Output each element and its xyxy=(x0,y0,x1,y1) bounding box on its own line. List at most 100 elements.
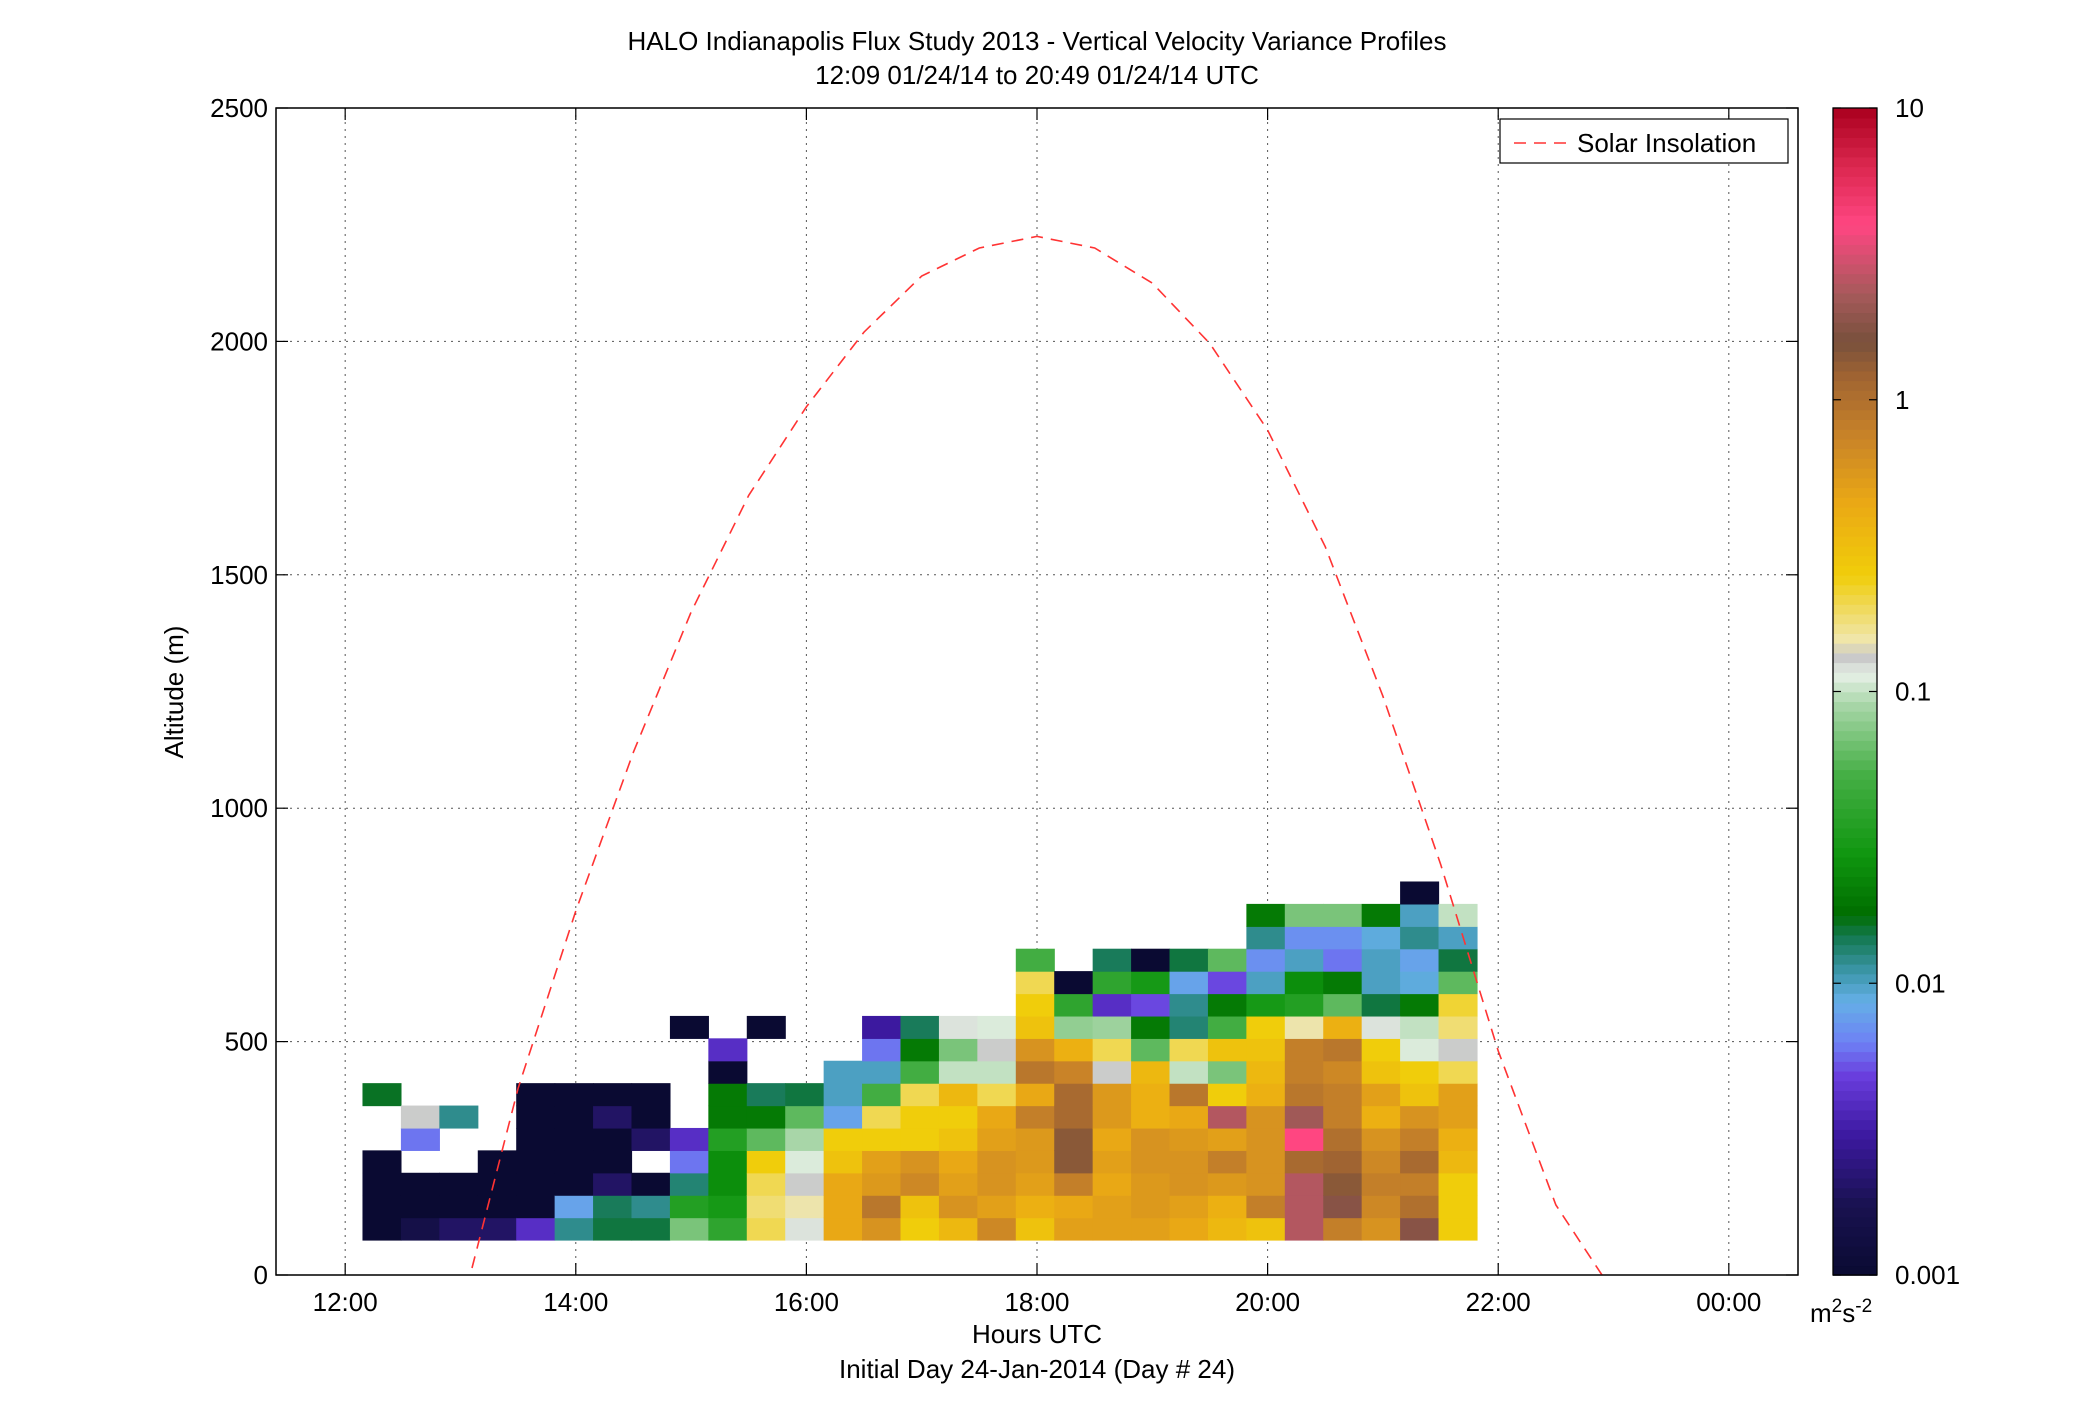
colorbar-segment xyxy=(1833,954,1877,965)
colorbar-segment xyxy=(1833,983,1877,994)
heatmap-cell xyxy=(1054,1195,1094,1219)
heatmap-cell xyxy=(900,1150,940,1174)
heatmap-cell xyxy=(1361,1150,1401,1174)
colorbar-segment xyxy=(1833,331,1877,343)
heatmap-cell xyxy=(785,1172,825,1196)
colorbar-segment xyxy=(1833,710,1877,722)
heatmap-cell xyxy=(1054,993,1094,1017)
heatmap-cell xyxy=(1361,926,1401,950)
heatmap-cell xyxy=(1438,971,1478,995)
heatmap-cell xyxy=(1284,1038,1324,1062)
heatmap-cell xyxy=(1207,1217,1247,1241)
heatmap-cell xyxy=(900,1195,940,1219)
heatmap-cell xyxy=(977,1105,1017,1129)
heatmap-cell xyxy=(938,1060,978,1084)
heatmap-cell xyxy=(1323,1150,1363,1174)
heatmap-cell xyxy=(1131,1195,1171,1219)
colorbar-segment xyxy=(1833,662,1877,673)
heatmap-cell xyxy=(977,1150,1017,1174)
heatmap-cell xyxy=(400,1127,440,1151)
heatmap-cell xyxy=(862,1015,902,1039)
colorbar-segment xyxy=(1833,253,1877,265)
heatmap-cell xyxy=(785,1105,825,1129)
heatmap-cell xyxy=(631,1172,671,1196)
colorbar-segment xyxy=(1833,847,1877,858)
heatmap-cell xyxy=(1015,1172,1055,1196)
colorbar-segment xyxy=(1833,127,1877,138)
heatmap-cell xyxy=(708,1127,748,1151)
heatmap-cell xyxy=(1131,993,1171,1017)
heatmap-cell xyxy=(785,1083,825,1107)
heatmap-cell xyxy=(1092,1150,1132,1174)
heatmap-cell xyxy=(977,1060,1017,1084)
heatmap-cell xyxy=(1400,971,1440,995)
heatmap-cell xyxy=(708,1195,748,1219)
colorbar-segment xyxy=(1833,312,1877,323)
heatmap-cell xyxy=(1054,1038,1094,1062)
heatmap-cell xyxy=(900,1060,940,1084)
colorbar-segment xyxy=(1833,1080,1877,1092)
heatmap-cell xyxy=(900,1038,940,1062)
heatmap-cell xyxy=(1323,1015,1363,1039)
colorbar-segment xyxy=(1833,448,1877,459)
heatmap-cell xyxy=(1400,903,1440,927)
heatmap-cell xyxy=(1092,1195,1132,1219)
colorbar-segment xyxy=(1833,613,1877,625)
heatmap-cell xyxy=(1323,1083,1363,1107)
colorbar-segment xyxy=(1833,642,1877,654)
heatmap-cell xyxy=(1361,993,1401,1017)
heatmap-cell xyxy=(1246,993,1286,1017)
heatmap-cell xyxy=(1015,1217,1055,1241)
heatmap-cell xyxy=(516,1217,556,1241)
colorbar-segment xyxy=(1833,749,1877,761)
heatmap-cell xyxy=(1131,948,1171,972)
colorbar-segment xyxy=(1833,565,1877,576)
heatmap-cell xyxy=(785,1195,825,1219)
colorbar-segment xyxy=(1833,351,1877,362)
heatmap-cell xyxy=(1015,1060,1055,1084)
heatmap-cell xyxy=(862,1105,902,1129)
heatmap-cell xyxy=(631,1127,671,1151)
heatmap-cell xyxy=(823,1217,863,1241)
colorbar-tick-label: 0.001 xyxy=(1895,1260,1960,1290)
heatmap-cell xyxy=(1284,993,1324,1017)
heatmap-cell xyxy=(938,1150,978,1174)
heatmap-cell xyxy=(477,1172,517,1196)
heatmap-cell xyxy=(1400,1038,1440,1062)
colorbar-segment xyxy=(1833,808,1877,819)
heatmap-cell xyxy=(746,1172,786,1196)
heatmap-cell xyxy=(1169,993,1209,1017)
colorbar-segment xyxy=(1833,195,1877,207)
heatmap-cell xyxy=(554,1217,594,1241)
colorbar-segment xyxy=(1833,399,1877,411)
colorbar-tick-label: 1 xyxy=(1895,385,1909,415)
heatmap-cell xyxy=(1246,1083,1286,1107)
colorbar-segment xyxy=(1833,205,1877,216)
colorbar-segment xyxy=(1833,1187,1877,1198)
colorbar-unit-exp2: -2 xyxy=(1855,1296,1872,1317)
heatmap-cell xyxy=(1246,1105,1286,1129)
heatmap-cell xyxy=(1323,926,1363,950)
heatmap-cell xyxy=(823,1127,863,1151)
colorbar-segment xyxy=(1833,963,1877,975)
colorbar-segment xyxy=(1833,341,1877,352)
heatmap-cell xyxy=(708,1083,748,1107)
heatmap-layer xyxy=(362,881,1478,1241)
solar-insolation-layer xyxy=(471,235,1603,1275)
colorbar-segment xyxy=(1833,1265,1877,1276)
heatmap-cell xyxy=(1246,1172,1286,1196)
heatmap-cell xyxy=(823,1105,863,1129)
colorbar-segment xyxy=(1833,827,1877,839)
heatmap-cell xyxy=(1284,1217,1324,1241)
colorbar-segment xyxy=(1833,1148,1877,1160)
heatmap-cell xyxy=(516,1105,556,1129)
heatmap-cell xyxy=(1207,1172,1247,1196)
heatmap-cell xyxy=(554,1127,594,1151)
colorbar-segment xyxy=(1833,798,1877,809)
heatmap-cell xyxy=(1207,1038,1247,1062)
colorbar-segment xyxy=(1833,1041,1877,1053)
colorbar-tick-label: 0.01 xyxy=(1895,968,1946,998)
colorbar-segment xyxy=(1833,156,1877,168)
heatmap-cell xyxy=(1400,1105,1440,1129)
heatmap-cell xyxy=(669,1015,709,1039)
